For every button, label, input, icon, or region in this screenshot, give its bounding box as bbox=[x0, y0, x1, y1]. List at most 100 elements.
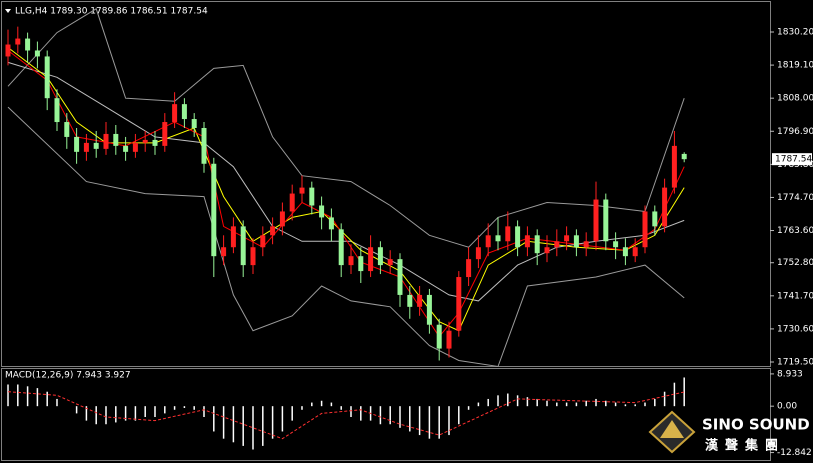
candle-body bbox=[652, 211, 658, 227]
y-tick-label: 1774.70 bbox=[777, 193, 813, 203]
candle-body bbox=[64, 122, 70, 137]
candle-body bbox=[103, 133, 109, 149]
candle-body bbox=[515, 226, 521, 248]
candle-body bbox=[622, 247, 628, 257]
y-tick-label: 8.933 bbox=[777, 369, 803, 379]
candle-body bbox=[142, 139, 148, 143]
candle-body bbox=[564, 235, 570, 242]
candle-body bbox=[505, 226, 511, 242]
logo-subtitle: 漢聲集團 bbox=[705, 438, 785, 454]
y-tick-label: 1730.60 bbox=[777, 324, 813, 334]
y-tick-label: 1796.90 bbox=[777, 127, 813, 137]
candle-body bbox=[368, 247, 374, 272]
candle-body bbox=[270, 226, 276, 236]
candle-body bbox=[93, 142, 99, 149]
candle-body bbox=[309, 187, 315, 206]
logo-name: SINO SOUND bbox=[702, 416, 810, 434]
candle-body bbox=[172, 104, 178, 123]
y-tick-label: 1808.00 bbox=[777, 94, 813, 104]
line bbox=[7, 61, 685, 302]
candle-body bbox=[603, 199, 609, 242]
logo-triangle bbox=[660, 420, 684, 438]
candle-body bbox=[328, 217, 334, 230]
y-tick-label: 1819.10 bbox=[777, 61, 813, 71]
candle-body bbox=[426, 294, 432, 325]
candle-body bbox=[74, 136, 80, 152]
candle-body bbox=[113, 133, 119, 146]
candle-body bbox=[25, 38, 31, 51]
logo: SINO SOUND 漢聲集團 bbox=[648, 410, 810, 454]
macd-frame bbox=[1, 368, 771, 461]
candle-body bbox=[289, 193, 295, 212]
menu-arrow bbox=[5, 9, 11, 13]
candle-body bbox=[446, 330, 452, 349]
candle-body bbox=[495, 235, 501, 242]
candle-body bbox=[279, 211, 285, 227]
price-frame bbox=[1, 1, 771, 367]
last-price-box bbox=[772, 153, 812, 166]
candle-body bbox=[348, 256, 354, 266]
macd-title: MACD(12,26,9) 7.943 3.927 bbox=[5, 371, 131, 381]
candle-body bbox=[230, 226, 236, 248]
candle-body bbox=[221, 247, 227, 257]
line bbox=[7, 50, 685, 338]
candle-body bbox=[201, 127, 207, 164]
candle-body bbox=[181, 104, 187, 120]
candle-body bbox=[162, 122, 168, 146]
candle-body bbox=[377, 247, 383, 266]
candle-body bbox=[583, 241, 589, 248]
candle-body bbox=[554, 241, 560, 248]
candle-body bbox=[240, 226, 246, 266]
candle-body bbox=[44, 56, 50, 99]
line bbox=[7, 8, 685, 248]
candle-body bbox=[436, 324, 442, 349]
candle-body bbox=[642, 211, 648, 248]
candle-body bbox=[573, 235, 579, 248]
candle-body bbox=[191, 119, 197, 128]
candle-body bbox=[132, 142, 138, 152]
candle-body bbox=[524, 235, 530, 248]
line bbox=[7, 106, 685, 368]
candle-body bbox=[417, 294, 423, 307]
candle-body bbox=[387, 259, 393, 266]
y-tick-label: 1741.70 bbox=[777, 291, 813, 301]
candle-body bbox=[662, 187, 668, 227]
y-tick-label: 1830.20 bbox=[777, 28, 813, 38]
line bbox=[7, 391, 685, 440]
candle-body bbox=[593, 199, 599, 242]
last-price-label: 1787.54 bbox=[775, 155, 812, 165]
candle-body bbox=[671, 145, 677, 188]
candle-body bbox=[152, 139, 158, 146]
chart-title: LLG,H4 1789.30 1789.86 1786.51 1787.54 bbox=[15, 7, 208, 17]
candle-body bbox=[299, 187, 305, 194]
candle-body bbox=[544, 247, 550, 254]
candle-body bbox=[123, 145, 129, 152]
candle-body bbox=[338, 229, 344, 266]
candle-body bbox=[485, 235, 491, 248]
candle-body bbox=[15, 38, 21, 45]
y-tick-label: -12.842 bbox=[777, 448, 812, 458]
y-tick-label: 1752.80 bbox=[777, 258, 813, 268]
candle-body bbox=[260, 235, 266, 248]
candle-body bbox=[397, 259, 403, 295]
y-tick-label: 1719.50 bbox=[777, 357, 813, 367]
candle-body bbox=[83, 142, 89, 152]
candle-body bbox=[250, 247, 256, 266]
candle-body bbox=[358, 256, 364, 272]
candle-body bbox=[475, 247, 481, 260]
candle-body bbox=[5, 44, 11, 57]
candle-body bbox=[407, 294, 413, 307]
candle-body bbox=[632, 247, 638, 257]
candle-body bbox=[456, 277, 462, 331]
y-tick-label: 0.00 bbox=[777, 402, 797, 412]
candle-body bbox=[211, 163, 217, 257]
y-tick-label: 1763.60 bbox=[777, 226, 813, 236]
candle-body bbox=[466, 259, 472, 278]
candle-body bbox=[681, 153, 687, 160]
candle-body bbox=[534, 235, 540, 254]
candle-body bbox=[54, 98, 60, 123]
candle-body bbox=[319, 205, 325, 218]
candle-body bbox=[613, 241, 619, 248]
